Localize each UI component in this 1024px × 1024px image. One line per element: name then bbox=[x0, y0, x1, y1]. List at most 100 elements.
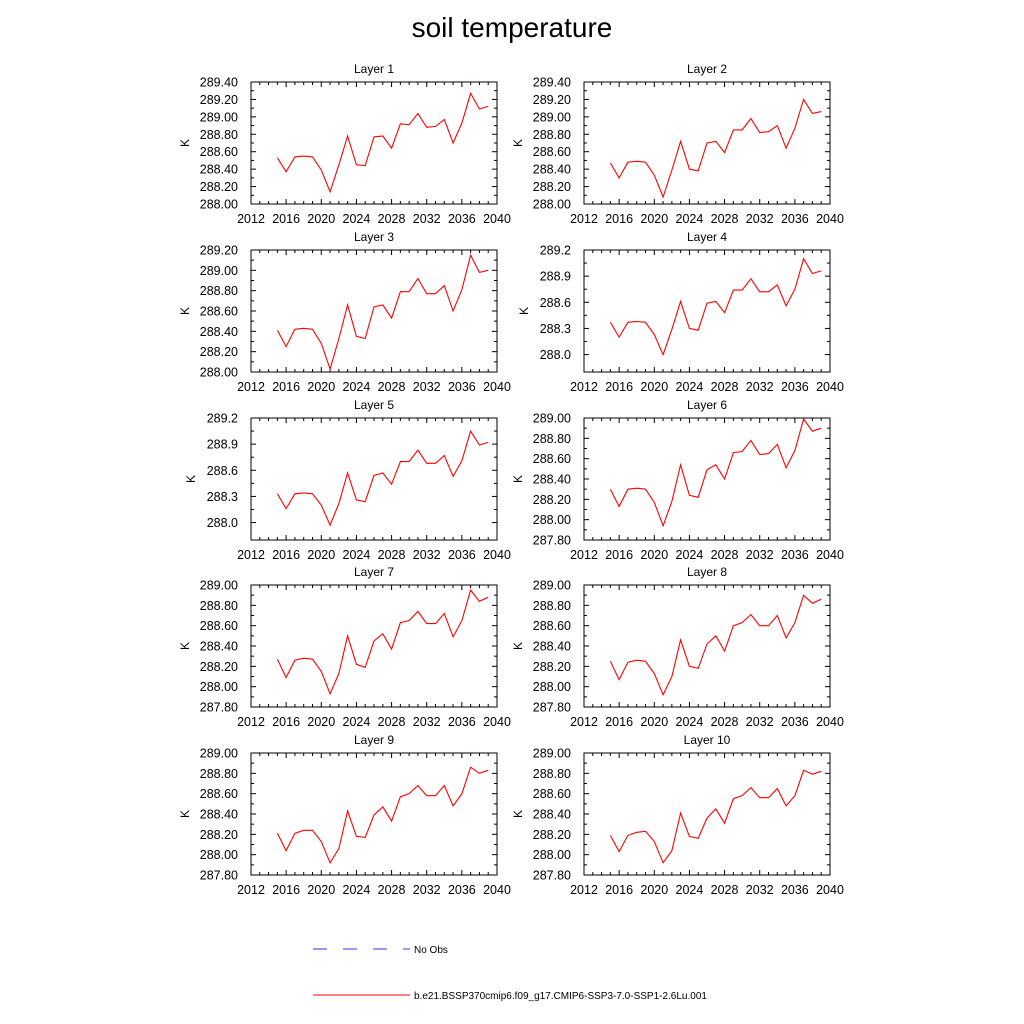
plot-frame bbox=[583, 417, 831, 541]
y-tick-label: 288.20 bbox=[200, 828, 238, 842]
x-tick-label: 2012 bbox=[237, 883, 265, 897]
x-tick-label: 2012 bbox=[237, 548, 265, 562]
y-tick-label: 288.60 bbox=[200, 145, 238, 159]
y-tick-label: 288.60 bbox=[200, 305, 238, 319]
x-tick-label: 2032 bbox=[413, 715, 441, 729]
x-tick-label: 2012 bbox=[237, 380, 265, 394]
x-tick-label: 2028 bbox=[711, 212, 739, 226]
y-tick-label: 289.00 bbox=[533, 412, 571, 426]
y-tick-label: 289.00 bbox=[533, 747, 571, 761]
x-tick-label: 2020 bbox=[307, 715, 335, 729]
x-tick-label: 2024 bbox=[676, 380, 704, 394]
y-tick-label: 288.20 bbox=[533, 828, 571, 842]
y-tick-label: 288.80 bbox=[200, 599, 238, 613]
x-tick-label: 2024 bbox=[343, 380, 371, 394]
x-tick-label: 2040 bbox=[816, 715, 844, 729]
series-line bbox=[276, 429, 489, 527]
y-tick-label: 288.20 bbox=[200, 180, 238, 194]
y-tick-label: 289.2 bbox=[540, 244, 571, 258]
x-tick-label: 2040 bbox=[483, 212, 511, 226]
x-tick-label: 2012 bbox=[570, 883, 598, 897]
x-tick-label: 2020 bbox=[640, 212, 668, 226]
x-tick-label: 2036 bbox=[448, 883, 476, 897]
x-tick-label: 2024 bbox=[343, 548, 371, 562]
x-tick-label: 2032 bbox=[413, 883, 441, 897]
y-axis-label: K bbox=[178, 139, 192, 147]
y-tick-label: 288.60 bbox=[533, 787, 571, 801]
series-line bbox=[609, 257, 822, 357]
x-tick-label: 2040 bbox=[816, 883, 844, 897]
y-tick-label: 288.40 bbox=[200, 640, 238, 654]
x-tick-label: 2016 bbox=[272, 212, 300, 226]
x-tick-label: 2028 bbox=[711, 715, 739, 729]
x-tick-label: 2036 bbox=[448, 380, 476, 394]
y-tick-label: 288.80 bbox=[533, 767, 571, 781]
panel-title: Layer 2 bbox=[687, 62, 727, 76]
y-tick-label: 289.40 bbox=[533, 76, 571, 90]
plot-frame bbox=[583, 752, 831, 876]
y-axis-label: K bbox=[178, 642, 192, 650]
y-tick-label: 287.80 bbox=[533, 534, 571, 548]
y-tick-label: 289.20 bbox=[200, 244, 238, 258]
x-tick-label: 2040 bbox=[816, 548, 844, 562]
x-tick-label: 2012 bbox=[237, 212, 265, 226]
x-tick-label: 2024 bbox=[676, 212, 704, 226]
panel-title: Layer 1 bbox=[354, 62, 394, 76]
x-tick-label: 2012 bbox=[570, 715, 598, 729]
x-tick-label: 2024 bbox=[676, 883, 704, 897]
y-tick-label: 288.3 bbox=[540, 322, 571, 336]
x-tick-label: 2032 bbox=[746, 548, 774, 562]
plot-frame bbox=[250, 417, 498, 541]
x-tick-label: 2016 bbox=[272, 715, 300, 729]
y-axis-label: K bbox=[184, 475, 198, 483]
y-axis-label: K bbox=[511, 139, 525, 147]
x-tick-label: 2016 bbox=[605, 212, 633, 226]
plot-frame bbox=[583, 584, 831, 708]
x-tick-label: 2012 bbox=[237, 715, 265, 729]
x-tick-label: 2028 bbox=[378, 883, 406, 897]
y-tick-label: 288.40 bbox=[533, 473, 571, 487]
y-tick-label: 288.60 bbox=[200, 787, 238, 801]
y-tick-label: 288.0 bbox=[540, 348, 571, 362]
x-tick-label: 2024 bbox=[343, 212, 371, 226]
panel-layer-1: Layer 1 2012 2016 2020 2024 2028 2032 2036 2040 2… bbox=[178, 62, 511, 226]
y-tick-label: 287.80 bbox=[200, 869, 238, 883]
x-tick-label: 2036 bbox=[448, 548, 476, 562]
y-tick-label: 288.40 bbox=[533, 640, 571, 654]
x-tick-label: 2012 bbox=[570, 212, 598, 226]
x-tick-label: 2032 bbox=[746, 883, 774, 897]
x-tick-label: 2032 bbox=[746, 212, 774, 226]
y-tick-label: 288.00 bbox=[200, 680, 238, 694]
x-tick-label: 2040 bbox=[483, 548, 511, 562]
panel-title: Layer 9 bbox=[354, 733, 394, 747]
panel-title: Layer 4 bbox=[687, 230, 727, 244]
panel-layer-8: Layer 8 2012 2016 2020 2024 2028 2032 2036 2040 2… bbox=[511, 565, 844, 729]
legend-label-model: b.e21.BSSP370cmip6.f09_g17.CMIP6-SSP3-7.… bbox=[414, 991, 707, 1002]
y-tick-label: 288.80 bbox=[533, 599, 571, 613]
x-tick-label: 2020 bbox=[307, 380, 335, 394]
x-tick-label: 2040 bbox=[816, 212, 844, 226]
y-tick-label: 288.80 bbox=[200, 767, 238, 781]
series-line bbox=[609, 769, 822, 864]
y-tick-label: 288.40 bbox=[533, 808, 571, 822]
x-tick-label: 2016 bbox=[605, 883, 633, 897]
x-tick-label: 2028 bbox=[378, 548, 406, 562]
y-tick-label: 289.20 bbox=[200, 93, 238, 107]
panel-title: Layer 10 bbox=[684, 733, 731, 747]
y-tick-label: 288.00 bbox=[200, 848, 238, 862]
series-line bbox=[609, 98, 822, 199]
x-tick-label: 2036 bbox=[781, 548, 809, 562]
x-tick-label: 2016 bbox=[605, 548, 633, 562]
y-tick-label: 288.40 bbox=[200, 808, 238, 822]
x-tick-label: 2036 bbox=[448, 212, 476, 226]
x-tick-label: 2040 bbox=[483, 883, 511, 897]
y-tick-label: 289.00 bbox=[533, 579, 571, 593]
x-tick-label: 2028 bbox=[711, 883, 739, 897]
x-tick-label: 2028 bbox=[378, 212, 406, 226]
series-line bbox=[609, 417, 822, 528]
x-tick-label: 2012 bbox=[570, 380, 598, 394]
y-tick-label: 289.00 bbox=[200, 110, 238, 124]
y-tick-label: 288.40 bbox=[200, 163, 238, 177]
x-tick-label: 2036 bbox=[448, 715, 476, 729]
x-tick-label: 2016 bbox=[272, 883, 300, 897]
